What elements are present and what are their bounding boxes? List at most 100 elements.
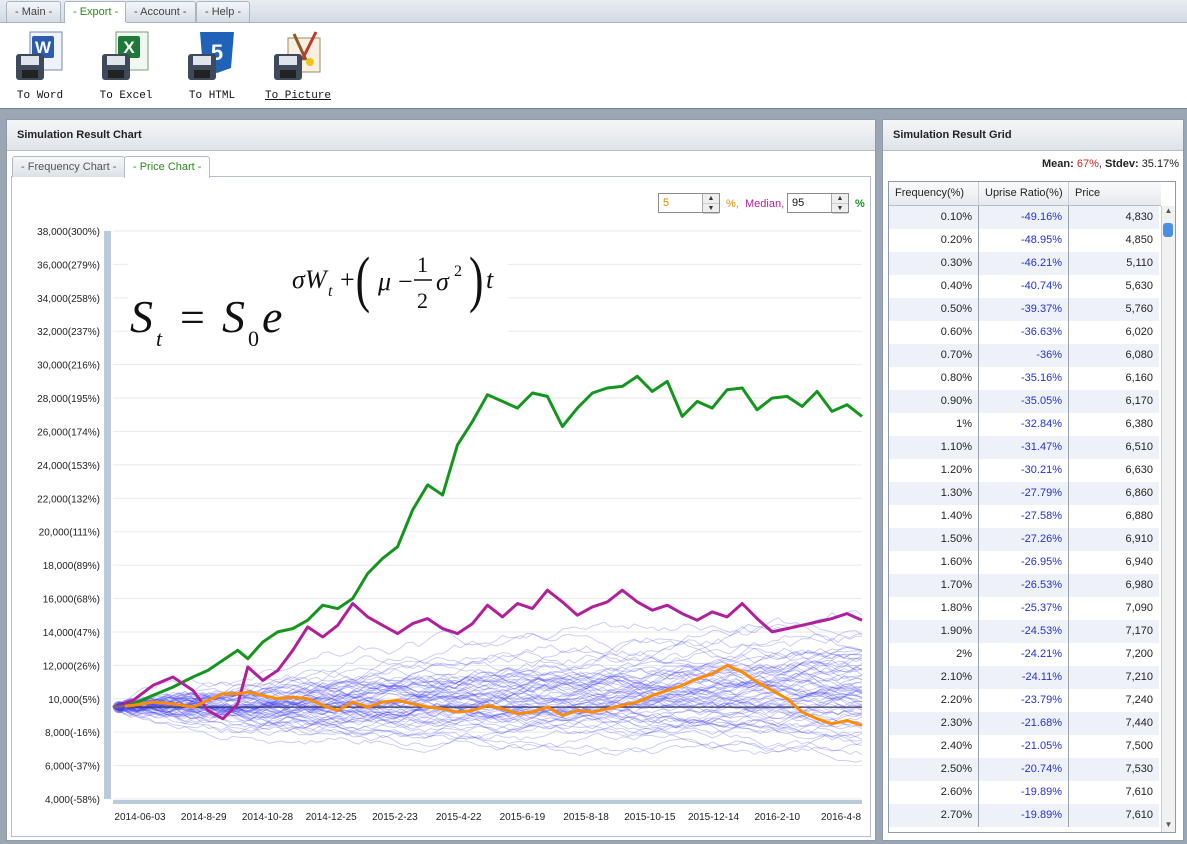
stdev-value: 35.17%: [1141, 158, 1179, 170]
cell-price: 7,500: [1125, 740, 1153, 752]
col-uprise-ratio[interactable]: Uprise Ratio(%): [979, 182, 1069, 205]
x-tick-label: 2015-4-22: [436, 812, 482, 823]
grid-scrollbar[interactable]: ▲ ▼: [1161, 206, 1175, 832]
cell-price: 5,630: [1125, 280, 1153, 292]
series-95-percentile: [112, 374, 863, 709]
cell-price: 7,530: [1125, 763, 1153, 775]
x-tick-label: 2014-12-25: [306, 812, 358, 823]
cell-uprise-ratio: -39.37%: [979, 298, 1069, 321]
scroll-up-icon[interactable]: ▲: [1164, 206, 1173, 215]
cell-price: 7,610: [1125, 809, 1153, 821]
x-tick-label: 2016-2-10: [754, 812, 800, 823]
chevron-up-icon[interactable]: ▲: [832, 194, 848, 204]
table-row[interactable]: 1.70% -26.53% 6,980: [889, 574, 1159, 597]
table-row[interactable]: 1.90% -24.53% 7,170: [889, 620, 1159, 643]
scroll-thumb[interactable]: [1163, 223, 1173, 237]
chevron-up-icon[interactable]: ▲: [703, 194, 719, 204]
cell-frequency: 2.40%: [889, 735, 979, 758]
cell-frequency: 1.40%: [889, 505, 979, 528]
table-row[interactable]: 0.80% -35.16% 6,160: [889, 367, 1159, 390]
svg-text:t: t: [486, 265, 494, 294]
y-tick-label: 30,000(216%): [37, 361, 100, 372]
tab-frequency-chart[interactable]: - Frequency Chart -: [12, 156, 126, 177]
export-word-button[interactable]: W To Word: [0, 30, 80, 102]
cell-frequency: 2.60%: [889, 781, 979, 804]
cell-price: 6,160: [1125, 372, 1153, 384]
y-tick-label: 12,000(26%): [43, 661, 100, 672]
scroll-down-icon[interactable]: ▼: [1164, 820, 1173, 829]
table-row[interactable]: 2.50% -20.74% 7,530: [889, 758, 1159, 781]
x-tick-label: 2015-8-18: [563, 812, 609, 823]
chevron-down-icon[interactable]: ▼: [832, 204, 848, 214]
col-frequency[interactable]: Frequency(%): [889, 182, 979, 205]
svg-text:X: X: [123, 38, 135, 57]
table-row[interactable]: 2.60% -19.89% 7,610: [889, 781, 1159, 804]
table-row[interactable]: 2% -24.21% 7,200: [889, 643, 1159, 666]
table-row[interactable]: 0.90% -35.05% 6,170: [889, 390, 1159, 413]
table-row[interactable]: 0.40% -40.74% 5,630: [889, 275, 1159, 298]
cell-frequency: 0.20%: [889, 229, 979, 252]
export-picture-button[interactable]: To Picture: [258, 30, 338, 102]
cell-price: 6,630: [1125, 464, 1153, 476]
table-row[interactable]: 0.60% -36.63% 6,020: [889, 321, 1159, 344]
y-tick-label: 18,000(89%): [43, 561, 100, 572]
cell-uprise-ratio: -48.95%: [979, 229, 1069, 252]
cell-uprise-ratio: -36%: [979, 344, 1069, 367]
low-stepper-buttons[interactable]: ▲ ▼: [702, 194, 719, 214]
cell-price: 4,830: [1125, 211, 1153, 223]
table-row[interactable]: 2.10% -24.11% 7,210: [889, 666, 1159, 689]
cell-frequency: 0.80%: [889, 367, 979, 390]
table-row[interactable]: 0.50% -39.37% 5,760: [889, 298, 1159, 321]
y-tick-label: 34,000(258%): [37, 294, 100, 305]
tab-account[interactable]: - Account -: [125, 1, 196, 22]
high-stepper-buttons[interactable]: ▲ ▼: [831, 194, 848, 214]
tab-price-chart[interactable]: - Price Chart -: [124, 156, 211, 178]
table-row[interactable]: 1.60% -26.95% 6,940: [889, 551, 1159, 574]
export-excel-label: To Excel: [99, 90, 153, 102]
cell-frequency: 0.50%: [889, 298, 979, 321]
tab-export[interactable]: - Export -: [64, 1, 128, 23]
table-row[interactable]: 1.40% -27.58% 6,880: [889, 505, 1159, 528]
cell-uprise-ratio: -24.53%: [979, 620, 1069, 643]
x-tick-label: 2015-10-15: [624, 812, 676, 823]
svg-text:(: (: [356, 244, 370, 314]
table-row[interactable]: 0.10% -49.16% 4,830: [889, 206, 1159, 229]
cell-price: 7,200: [1125, 648, 1153, 660]
col-price[interactable]: Price: [1075, 187, 1101, 199]
tab-help[interactable]: - Help -: [196, 1, 251, 22]
tab-main[interactable]: - Main -: [6, 1, 62, 22]
table-row[interactable]: 0.20% -48.95% 4,850: [889, 229, 1159, 252]
table-row[interactable]: 0.70% -36% 6,080: [889, 344, 1159, 367]
high-percentile-stepper[interactable]: 95 ▲ ▼: [787, 193, 849, 214]
low-percentile-stepper[interactable]: 5 ▲ ▼: [658, 193, 720, 214]
simulated-path: [112, 704, 863, 740]
table-row[interactable]: 1% -32.84% 6,380: [889, 413, 1159, 436]
cell-uprise-ratio: -27.79%: [979, 482, 1069, 505]
cell-price: 5,110: [1126, 257, 1153, 269]
table-row[interactable]: 0.30% -46.21% 5,110: [889, 252, 1159, 275]
x-tick-label: 2014-8-29: [181, 812, 227, 823]
export-excel-button[interactable]: X To Excel: [86, 30, 166, 102]
x-tick-label: 2015-2-23: [372, 812, 418, 823]
grid-header: Frequency(%) Uprise Ratio(%) Price: [889, 182, 1161, 206]
simulated-path: [112, 653, 863, 725]
y-tick-label: 16,000(68%): [43, 595, 100, 606]
cell-price: 6,980: [1125, 579, 1153, 591]
table-row[interactable]: 2.40% -21.05% 7,500: [889, 735, 1159, 758]
table-row[interactable]: 1.80% -25.37% 7,090: [889, 597, 1159, 620]
table-row[interactable]: 2.20% -23.79% 7,240: [889, 689, 1159, 712]
chevron-down-icon[interactable]: ▼: [703, 204, 719, 214]
table-row[interactable]: 2.70% -19.89% 7,610: [889, 804, 1159, 827]
cell-frequency: 0.60%: [889, 321, 979, 344]
cell-price: 7,440: [1125, 717, 1153, 729]
x-tick-label: 2015-12-14: [688, 812, 740, 823]
table-row[interactable]: 1.20% -30.21% 6,630: [889, 459, 1159, 482]
table-row[interactable]: 1.10% -31.47% 6,510: [889, 436, 1159, 459]
export-html-button[interactable]: 5 To HTML: [172, 30, 252, 102]
cell-frequency: 0.30%: [889, 252, 979, 275]
table-row[interactable]: 2.30% -21.68% 7,440: [889, 712, 1159, 735]
cell-frequency: 0.40%: [889, 275, 979, 298]
table-row[interactable]: 1.50% -27.26% 6,910: [889, 528, 1159, 551]
table-row[interactable]: 1.30% -27.79% 6,860: [889, 482, 1159, 505]
